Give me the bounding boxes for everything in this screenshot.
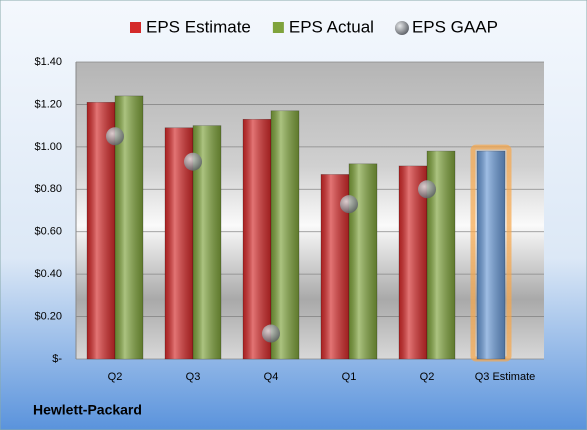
y-tick-label: $1.00 (34, 141, 62, 153)
y-tick-label: $0.20 (34, 310, 62, 322)
x-tick-label: Q2 (108, 371, 123, 383)
chart-title: Hewlett-Packard (33, 402, 142, 418)
y-tick-label: $1.40 (34, 56, 62, 68)
bar-shine (399, 165, 427, 359)
bar-shine (477, 151, 505, 359)
legend-label: EPS Actual (289, 17, 374, 36)
dot (340, 195, 358, 214)
legend-label: EPS GAAP (412, 17, 498, 36)
x-tick-label: Q1 (342, 371, 357, 383)
legend-swatch (394, 21, 409, 35)
y-tick-label: $1.20 (34, 98, 62, 110)
x-tick-label: Q4 (264, 371, 279, 383)
x-tick-label: Q3 Estimate (475, 371, 536, 383)
bar-shine (271, 110, 299, 360)
dot (262, 324, 280, 343)
x-tick-label: Q2 (420, 371, 435, 383)
x-tick-label: Q3 (186, 371, 201, 383)
bar-shine (243, 119, 271, 360)
y-tick-label: $0.60 (34, 226, 62, 238)
legend-swatch (272, 22, 284, 33)
legend-swatch (130, 22, 141, 33)
plot-area (76, 62, 544, 359)
legend-label: EPS Estimate (146, 17, 251, 36)
y-tick-label: $0.40 (34, 268, 62, 280)
bar-shine (349, 163, 377, 359)
legend: EPS Estimate EPS Actual EPS GAAP (130, 17, 498, 36)
y-tick-label: $0.80 (34, 183, 62, 195)
dot (418, 180, 436, 199)
dot (184, 152, 202, 171)
bar-shine (87, 102, 115, 360)
dot (106, 127, 124, 146)
y-tick-label: $- (52, 353, 62, 365)
